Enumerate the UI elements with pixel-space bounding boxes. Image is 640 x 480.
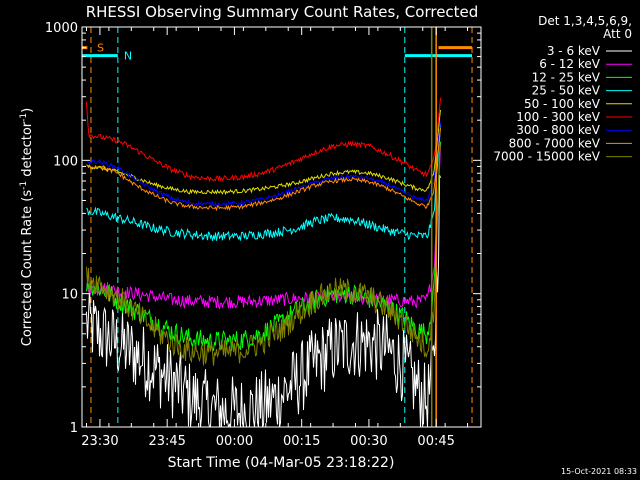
y-tick-label: 1000	[45, 21, 78, 36]
x-tick-label: 23:30	[81, 434, 118, 449]
y-axis-label-start: Corrected Count Rate (s	[20, 190, 35, 347]
series-line	[86, 144, 441, 366]
legend-header-line1: Det 1,3,4,5,6,9,	[538, 14, 632, 28]
x-tick-label: 00:30	[350, 434, 387, 449]
x-tick-label: 00:15	[283, 434, 320, 449]
x-axis-label: Start Time (04-Mar-05 23:18:22)	[168, 455, 395, 471]
x-tick-label: 00:45	[417, 434, 454, 449]
y-tick-label: 100	[53, 154, 78, 169]
legend-label: 300 - 800 keV	[516, 123, 600, 137]
marker-label: S	[97, 42, 104, 55]
x-tick-label: 00:00	[216, 434, 253, 449]
legend-label: 800 - 7000 keV	[509, 136, 601, 150]
legend-label: 3 - 6 keV	[547, 44, 601, 58]
series-line	[86, 109, 441, 196]
y-axis-label: Corrected Count Rate (s-1 detector-1)	[19, 108, 35, 346]
legend-label: 7000 - 15000 keV	[493, 150, 600, 164]
plot-frame	[81, 26, 482, 428]
footer-timestamp: 15-Oct-2021 08:33	[561, 467, 637, 476]
legend-label: 50 - 100 keV	[524, 97, 601, 111]
legend-header-line2: Att 0	[603, 27, 632, 41]
legend-label: 12 - 25 keV	[532, 70, 601, 84]
y-axis-label-sup2: -1	[19, 113, 29, 122]
legend-label: 25 - 50 keV	[532, 84, 601, 98]
y-axis-label-end: )	[20, 108, 35, 113]
series-line	[86, 122, 441, 208]
x-tick-label: 23:45	[148, 434, 185, 449]
series-line	[86, 124, 441, 241]
series-line	[86, 174, 441, 427]
y-tick-label: 10	[61, 288, 78, 303]
legend-label: 100 - 300 keV	[516, 110, 600, 124]
y-tick-label: 1	[70, 421, 78, 436]
series-line	[86, 143, 441, 310]
series-line	[86, 128, 441, 212]
y-axis-label-sup1: -1	[19, 181, 29, 190]
series-line	[86, 97, 441, 183]
chart-title: RHESSI Observing Summary Count Rates, Co…	[86, 3, 479, 21]
legend-label: 6 - 12 keV	[539, 57, 601, 71]
marker-label: N	[124, 50, 132, 63]
y-axis-label-mid: detector	[20, 121, 35, 181]
